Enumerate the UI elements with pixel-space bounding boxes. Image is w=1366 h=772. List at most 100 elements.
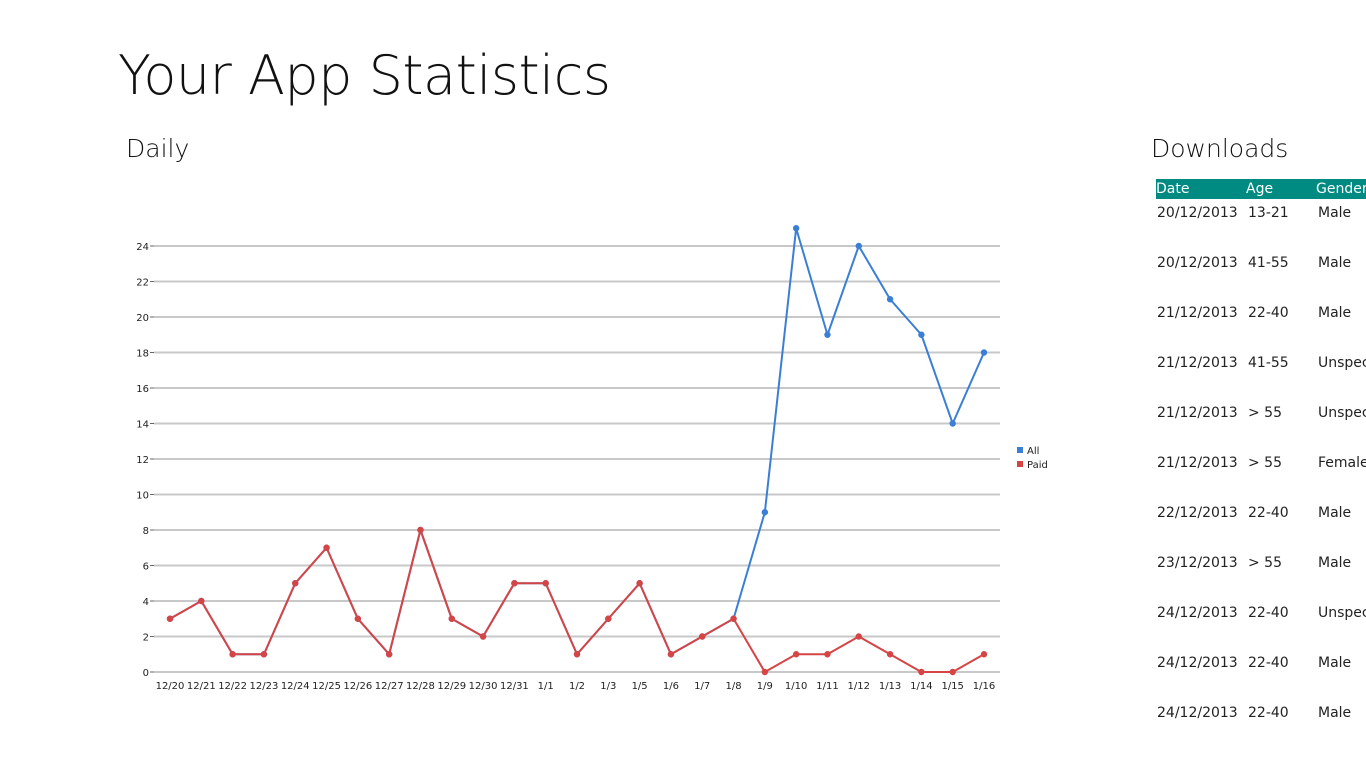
table-row[interactable]: 21/12/2013 > 55 Unspec [1156,399,1366,449]
row-date: 20/12/2013 [1157,255,1238,271]
y-tick-label: 16 [136,384,149,395]
downloads-table-header: Date Age Gender [1156,179,1366,199]
x-tick-label: 1/5 [632,681,648,692]
data-point-all [886,296,894,303]
data-point-paid [354,615,362,622]
table-row[interactable]: 20/12/2013 41-55 Male [1156,249,1366,299]
data-point-paid [855,633,862,640]
x-tick-label: 1/6 [663,681,679,692]
x-tick-label: 12/31 [500,681,529,692]
table-row[interactable]: 20/12/2013 13-21 Male [1156,199,1366,249]
table-row[interactable]: 21/12/2013 41-55 Unspec [1156,349,1366,399]
data-point-paid [824,651,831,658]
row-age: 22-40 [1248,655,1289,671]
row-gender: Male [1318,305,1352,321]
row-gender: Unspec [1318,355,1366,371]
row-age: 22-40 [1248,305,1289,321]
row-age: 22-40 [1248,505,1289,521]
data-point-paid [761,668,769,676]
table-row[interactable]: 21/12/2013 > 55 Female [1156,449,1366,499]
y-tick-label: 4 [143,597,149,608]
x-tick-label: 12/28 [406,681,435,692]
data-point-all [824,331,831,338]
daily-section-title: Daily [126,134,190,163]
row-gender: Female [1318,455,1366,471]
x-tick-label: 12/21 [187,681,216,692]
x-tick-label: 1/7 [694,681,710,692]
x-tick-label: 12/26 [343,681,372,692]
data-point-paid [980,651,988,658]
x-tick-label: 12/22 [218,681,247,692]
data-point-paid [511,580,518,587]
y-tick-label: 24 [136,242,149,253]
row-gender: Male [1318,655,1352,671]
x-tick-label: 1/1 [538,681,554,692]
y-tick-label: 6 [143,562,149,573]
column-header-age[interactable]: Age [1246,181,1274,197]
table-row[interactable]: 22/12/2013 22-40 Male [1156,499,1366,549]
x-tick-label: 12/29 [437,681,466,692]
x-tick-label: 12/27 [375,681,404,692]
data-point-all [918,331,925,338]
x-tick-label: 1/9 [757,681,773,692]
row-date: 21/12/2013 [1157,455,1238,471]
legend-label-all: All [1027,446,1039,457]
x-tick-label: 1/14 [910,681,932,692]
data-point-paid [229,651,236,658]
data-point-paid [323,544,330,551]
data-point-paid [636,580,643,587]
downloads-section-title: Downloads [1151,134,1289,163]
x-tick-label: 12/24 [281,681,310,692]
x-tick-label: 1/16 [973,681,995,692]
y-tick-label: 18 [136,349,149,360]
row-date: 23/12/2013 [1157,555,1238,571]
column-header-date[interactable]: Date [1156,181,1190,197]
data-point-paid [479,633,487,640]
data-point-paid [417,526,424,534]
x-tick-label: 1/13 [879,681,901,692]
table-row[interactable]: 24/12/2013 22-40 Male [1156,649,1366,699]
legend-swatch-paid [1017,461,1023,467]
data-point-paid [918,668,925,676]
x-tick-label: 12/25 [312,681,341,692]
data-point-paid [385,651,393,658]
x-tick-label: 1/2 [569,681,585,692]
data-point-paid [730,615,737,622]
x-tick-label: 1/8 [725,681,741,692]
data-point-all [949,420,956,427]
table-row[interactable]: 23/12/2013 > 55 Male [1156,549,1366,599]
column-header-gender[interactable]: Gender [1316,181,1366,197]
data-point-all [761,509,769,516]
row-gender: Male [1318,555,1352,571]
x-tick-label: 12/23 [250,681,279,692]
downloads-table-body: 20/12/2013 13-21 Male 20/12/2013 41-55 Male 21… [1156,199,1366,749]
table-row[interactable]: 24/12/2013 22-40 Unspec [1156,599,1366,649]
table-row[interactable]: 21/12/2013 22-40 Male [1156,299,1366,349]
data-point-paid [166,615,174,622]
y-tick-label: 2 [143,633,149,644]
x-tick-label: 12/30 [469,681,498,692]
data-point-paid [292,580,299,587]
data-point-paid [667,651,675,658]
row-age: 22-40 [1248,605,1289,621]
legend-swatch-all [1017,447,1023,453]
x-tick-label: 1/10 [785,681,807,692]
x-tick-label: 1/3 [600,681,616,692]
y-tick-label: 14 [136,420,149,431]
row-gender: Male [1318,205,1352,221]
y-tick-label: 10 [136,491,149,502]
data-point-paid [605,615,612,622]
y-tick-label: 12 [136,455,149,466]
page-title: Your App Statistics [118,44,611,107]
x-tick-label: 12/20 [156,681,185,692]
row-gender: Unspec [1318,405,1366,421]
row-age: > 55 [1248,455,1282,471]
row-date: 21/12/2013 [1157,405,1238,421]
table-row[interactable]: 24/12/2013 22-40 Male [1156,699,1366,749]
row-date: 21/12/2013 [1157,355,1238,371]
x-tick-label: 1/11 [816,681,838,692]
row-gender: Male [1318,505,1352,521]
data-point-all [855,242,862,250]
data-point-paid [949,668,956,676]
